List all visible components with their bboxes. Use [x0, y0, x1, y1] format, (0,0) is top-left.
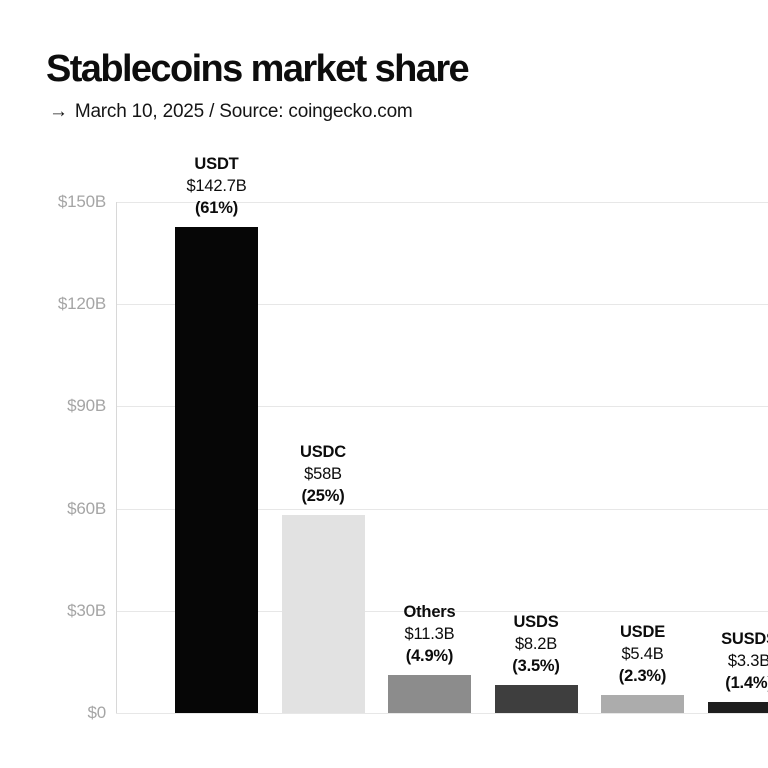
bar-label-usdc: USDC $58B (25%)	[300, 441, 346, 507]
y-axis-line	[116, 202, 117, 713]
gridline-60b	[116, 508, 768, 510]
y-tick-label: $30B	[67, 600, 106, 620]
bar-category-label: SUSDS	[721, 629, 768, 648]
bar-category-label: USDT	[194, 154, 239, 173]
bar-label-usds: USDS $8.2B (3.5%)	[512, 611, 560, 677]
bar-percent-label: (4.9%)	[405, 646, 454, 665]
y-tick-label: $0	[87, 703, 106, 722]
bar-percent-label: (25%)	[301, 487, 345, 506]
bar-percent-label: (1.4%)	[725, 673, 768, 692]
y-tick-label: $150B	[57, 192, 106, 211]
gridline-90b	[116, 406, 768, 408]
bar-label-others: Others $11.3B (4.9%)	[404, 601, 456, 667]
gridline-120b	[116, 304, 768, 306]
bar-percent-label: (2.3%)	[618, 666, 667, 685]
bar-susds	[707, 701, 768, 713]
bar-usds	[494, 685, 578, 713]
arrow-right-icon: →	[49, 101, 68, 122]
bar-value-label: $5.4B	[621, 644, 664, 663]
bar-percent-label: (3.5%)	[512, 657, 560, 676]
bar-usde	[601, 694, 684, 713]
y-tick-label: $60B	[67, 498, 106, 518]
page-title: Stablecoins market share	[46, 48, 470, 90]
gridline-30b	[116, 610, 768, 612]
bar-percent-label: (61%)	[194, 198, 239, 217]
gridline-150b	[116, 202, 768, 203]
bar-value-label: $8.2B	[514, 635, 558, 654]
bar-value-label: $58B	[304, 465, 342, 484]
bar-category-label: USDS	[513, 613, 559, 632]
bar-category-label: USDC	[300, 443, 346, 462]
bar-category-label: USDE	[619, 622, 666, 641]
bar-value-label: $142.7B	[186, 176, 247, 195]
bar-usdt	[175, 226, 258, 713]
y-tick-label: $90B	[67, 396, 106, 416]
bar-label-susds: SUSDS $3.3B (1.4%)	[721, 628, 768, 694]
bar-label-usdt: USDT $142.7B (61%)	[186, 153, 246, 219]
bar-value-label: $11.3B	[404, 624, 455, 643]
chart-subtitle: → March 10, 2025 / Source: coingecko.com	[49, 101, 413, 123]
subtitle-text: March 10, 2025 / Source: coingecko.com	[74, 101, 413, 122]
y-tick-label: $120B	[57, 294, 106, 314]
gridline-0	[116, 713, 768, 714]
bar-value-label: $3.3B	[727, 651, 768, 670]
bar-usdc	[281, 515, 365, 713]
bar-label-usde: USDE $5.4B (2.3%)	[618, 621, 667, 687]
bar-others	[388, 674, 471, 713]
bar-category-label: Others	[403, 602, 456, 621]
